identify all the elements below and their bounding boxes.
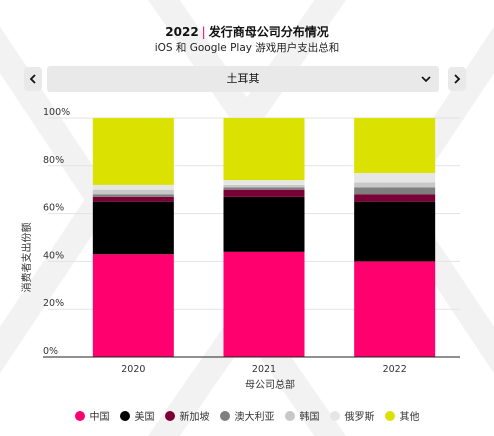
y-tick-label: 60% [43,203,64,214]
legend-swatch [164,410,175,421]
legend-item[interactable]: 中国 [74,408,110,423]
x-tick-label: 2021 [252,364,276,375]
bar-segment[interactable] [354,172,436,183]
bar-segment[interactable] [223,251,305,357]
x-axis-title: 母公司总部 [245,378,295,391]
title-text: 发行商母公司分布情况 [208,25,329,39]
bar-stack-2020 [92,118,174,357]
bar-segment[interactable] [354,182,436,188]
x-axis-ticks: 2020 2021 2022 [121,364,407,375]
y-tick-label: 100% [43,107,70,118]
legend-label: 新加坡 [179,412,210,423]
bar-segment[interactable] [92,189,174,195]
chevron-down-icon [421,76,431,83]
bar-segment[interactable] [354,187,436,195]
chart-legend: 中国 美国 新加坡 澳大利亚 韩国 俄罗斯 其他 [0,408,494,423]
bar-segment[interactable] [92,201,174,255]
bar-segment[interactable] [354,118,436,173]
bar-segment[interactable] [223,189,305,197]
y-axis-ticks: 0% 20% 40% 60% 80% 100% [43,107,70,357]
bar-segment[interactable] [92,184,174,190]
y-axis-title: 消费者支出份额 [20,223,33,293]
chevron-left-icon [29,74,36,84]
bar-stack-2021 [223,118,305,357]
bar-segment[interactable] [223,118,305,181]
legend-label: 中国 [89,412,110,423]
legend-item[interactable]: 韩国 [284,408,320,423]
previous-button[interactable] [24,67,42,91]
bar-segment[interactable] [92,194,174,197]
bar-segment[interactable] [223,184,305,188]
bar-segment[interactable] [354,261,436,357]
legend-label: 俄罗斯 [344,412,375,423]
bar-segment[interactable] [92,196,174,202]
legend-swatch [384,410,395,421]
bar-stack-2022 [354,118,436,357]
legend-label: 澳大利亚 [234,412,275,423]
legend-swatch [329,410,340,421]
legend-swatch [219,410,230,421]
country-select[interactable]: 土耳其 [47,66,439,92]
bar-segment[interactable] [223,196,305,252]
title-separator: | [201,25,206,39]
y-tick-label: 80% [43,155,64,166]
legend-swatch [119,410,130,421]
legend-item[interactable]: 俄罗斯 [329,408,375,423]
chart-header: 2022 | 发行商母公司分布情况 iOS 和 Google Play 游戏用户支出… [0,25,494,55]
chart-title: 2022 | 发行商母公司分布情况 [0,25,494,40]
title-year: 2022 [165,25,199,39]
stacked-bar-chart: 0%20%40%60%80%100% 2020 2021 2022 消费者支出份额 … [20,107,460,391]
y-tick-label: 40% [43,250,64,261]
legend-label: 韩国 [299,412,320,423]
bar-segment[interactable] [92,254,174,357]
country-select-value: 土耳其 [226,72,260,85]
legend-swatch [284,410,295,421]
bar-segment[interactable] [354,201,436,262]
chart-subtitle: iOS 和 Google Play 游戏用户支出总和 [154,42,340,54]
x-tick-label: 2022 [383,364,407,375]
legend-item[interactable]: 澳大利亚 [219,408,275,423]
bar-segment[interactable] [223,180,305,185]
legend-item[interactable]: 美国 [119,408,155,423]
bars [92,118,436,357]
chevron-right-icon [454,74,461,84]
legend-swatch [74,410,85,421]
legend-label: 美国 [134,412,155,423]
next-button[interactable] [448,67,466,91]
x-tick-label: 2020 [121,364,145,375]
bar-segment[interactable] [92,118,174,185]
legend-item[interactable]: 新加坡 [164,408,210,423]
legend-item[interactable]: 其他 [384,408,420,423]
bar-segment[interactable] [223,187,305,190]
y-tick-label: 20% [43,298,64,309]
legend-label: 其他 [399,412,420,423]
y-tick-label: 0% [43,346,58,357]
bar-segment[interactable] [354,194,436,202]
